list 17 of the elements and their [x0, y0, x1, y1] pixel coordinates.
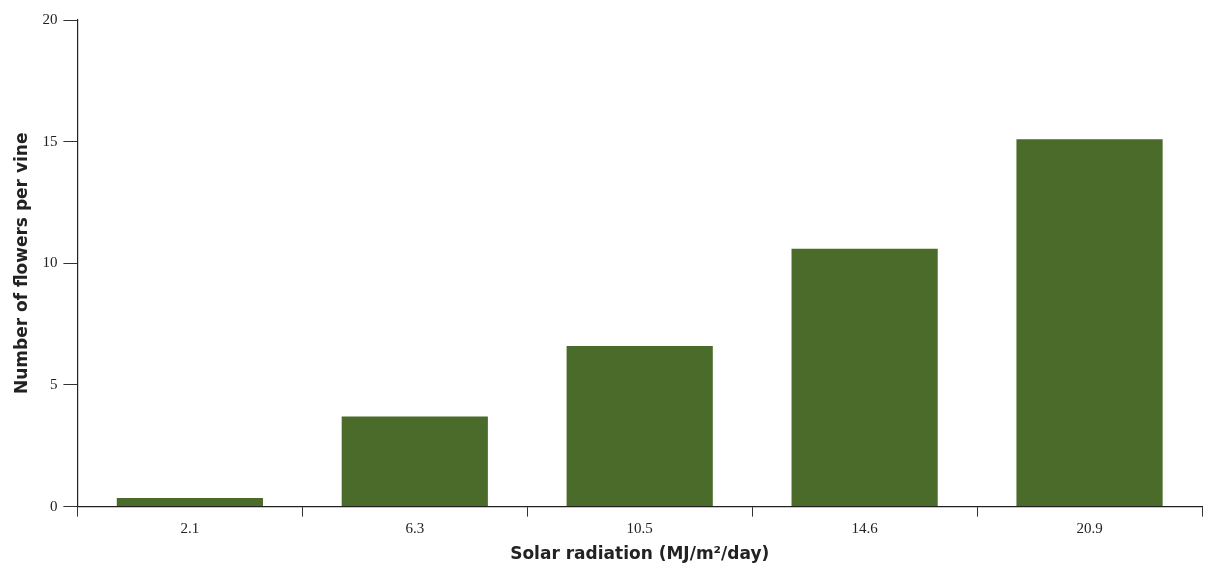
bar [341, 416, 488, 507]
y-axis-title: Number of flowers per vine [10, 132, 31, 395]
bar [116, 498, 263, 507]
y-tick-label: 0 [49, 497, 58, 514]
bar [1016, 139, 1163, 507]
x-tick-label: 20.9 [1076, 519, 1103, 536]
x-axis-title: Solar radiation (MJ/m²/day) [510, 543, 770, 564]
bar [566, 346, 713, 507]
y-tick-label: 15 [42, 132, 58, 149]
y-tick-label: 5 [49, 375, 58, 392]
x-tick-label: 2.1 [180, 519, 200, 536]
x-tick-label: 10.5 [626, 519, 653, 536]
x-tick-label: 6.3 [405, 519, 425, 536]
bar [791, 248, 938, 507]
y-tick-label: 20 [42, 10, 58, 27]
y-tick-label: 10 [42, 254, 58, 271]
x-tick-label: 14.6 [851, 519, 879, 536]
